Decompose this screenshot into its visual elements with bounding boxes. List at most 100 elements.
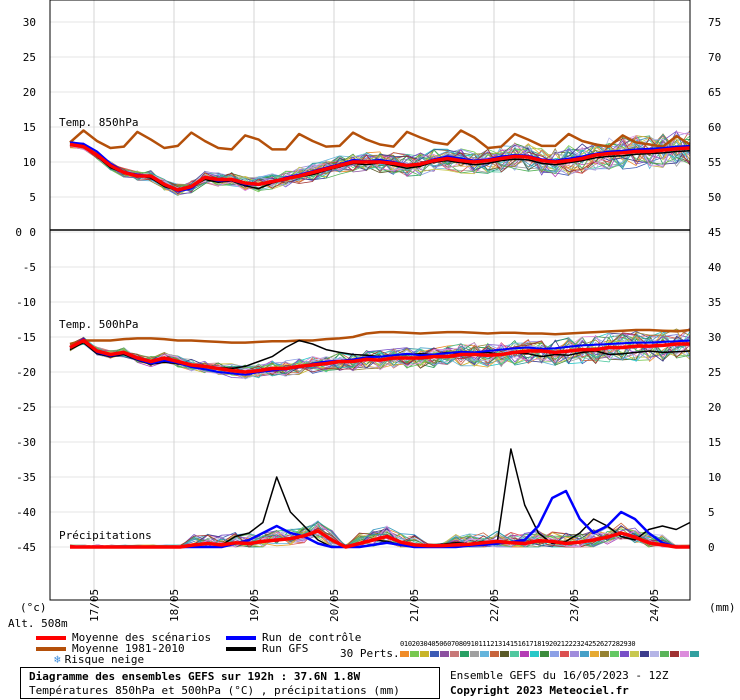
pert-t850-line	[69, 135, 691, 193]
y-right-tick-label: 60	[708, 121, 721, 134]
t500-panel-label: Temp. 500hPa	[59, 318, 139, 331]
pert-number-label: 09	[462, 640, 471, 648]
pert-color-swatch	[400, 651, 409, 657]
legend-gfs: Run GFS	[226, 642, 308, 655]
pert-number-label: 01	[400, 640, 408, 648]
t850-mean-line	[69, 142, 691, 192]
main-series	[69, 129, 691, 549]
t850-panel-label: Temp. 850hPa	[59, 116, 139, 129]
pert-number-label: 27	[603, 640, 612, 648]
y-right-tick-label: 10	[708, 471, 721, 484]
pert-color-swatch	[460, 651, 469, 657]
pert-number-label: 18	[533, 640, 542, 648]
legend-snow-label: Risque neige	[64, 653, 145, 666]
x-tick-label: 24/05	[648, 589, 661, 622]
pert-number-label: 10	[470, 640, 479, 648]
copyright: Copyright 2023 Meteociel.fr	[450, 684, 629, 697]
perturbation-number-list: 0102030405060708091011121314151617181920…	[400, 640, 636, 648]
pert-color-swatch	[520, 651, 529, 657]
y-right-tick-label: 20	[708, 401, 721, 414]
y-right-tick-label: 70	[708, 51, 721, 64]
y-right-tick-label: 0	[708, 541, 715, 554]
pert-number-label: 12	[486, 640, 495, 648]
grid	[50, 0, 690, 600]
pert-color-swatch	[640, 651, 649, 657]
legend-control-label: Run de contrôle	[262, 631, 362, 644]
t500-control-line	[69, 338, 691, 376]
pert-color-swatch	[530, 651, 539, 657]
pert-color-swatch	[410, 651, 419, 657]
pert-t500-line	[69, 332, 691, 379]
y-right-tick-label: 25	[708, 366, 721, 379]
y-left-tick-label: -40	[16, 506, 36, 519]
t500-climato-line	[69, 328, 691, 346]
control-swatch	[226, 636, 256, 640]
y-left-tick-label: -45	[16, 541, 36, 554]
x-tick-label: 21/05	[408, 589, 421, 622]
right-unit-label: (mm)	[709, 601, 736, 614]
pert-number-label: 08	[454, 640, 463, 648]
y-left-tick-label: -5	[23, 261, 36, 274]
x-tick-label: 22/05	[488, 589, 501, 622]
pert-number-label: 02	[407, 640, 416, 648]
chart-subtitle: Températures 850hPa et 500hPa (°C) , pré…	[29, 684, 400, 697]
y-left-tick-label: 0	[29, 226, 36, 239]
pert-color-swatch	[430, 651, 439, 657]
pert-color-swatch	[480, 651, 489, 657]
perturbation-swatch-list	[400, 651, 700, 657]
pert-number-label: 17	[525, 640, 534, 648]
y-left-tick-label: 20	[23, 86, 36, 99]
y-left-tick-label: 0	[15, 226, 22, 239]
pert-color-swatch	[630, 651, 639, 657]
pert-color-swatch	[540, 651, 549, 657]
y-left-tick-label: -20	[16, 366, 36, 379]
y-left-tick-label: 5	[29, 191, 36, 204]
y-left-tick-label: 15	[23, 121, 36, 134]
ensemble-info: Ensemble GEFS du 16/05/2023 - 12Z	[450, 669, 669, 682]
pert-color-swatch	[680, 651, 689, 657]
pert-number-label: 22	[564, 640, 573, 648]
snowflake-icon: ❄	[54, 653, 61, 666]
y-left-tick-label: -35	[16, 471, 36, 484]
pert-number-label: 16	[517, 640, 526, 648]
pert-number-label: 03	[415, 640, 424, 648]
pert-number-label: 15	[509, 640, 518, 648]
gfs-swatch	[226, 647, 256, 651]
legend-climato-label: Moyenne 1981-2010	[72, 642, 185, 655]
pert-color-swatch	[500, 651, 509, 657]
y-right-tick-label: 45	[708, 226, 721, 239]
legend-climato: Moyenne 1981-2010	[36, 642, 185, 655]
pert-number-label: 11	[478, 640, 487, 648]
pert-number-label: 29	[619, 640, 628, 648]
pert-color-swatch	[450, 651, 459, 657]
x-tick-label: 20/05	[328, 589, 341, 622]
y-right-tick-label: 50	[708, 191, 721, 204]
legend-mean-label: Moyenne des scénarios	[72, 631, 212, 644]
pert-number-label: 19	[541, 640, 550, 648]
pert-number-label: 05	[431, 640, 440, 648]
y-left-tick-label: -30	[16, 436, 36, 449]
pert-number-label: 25	[588, 640, 597, 648]
precip-mean-line	[70, 529, 690, 549]
pert-number-label: 04	[423, 640, 432, 648]
pert-color-swatch	[590, 651, 599, 657]
left-unit-label: (°c)	[20, 601, 47, 614]
precip-panel-label: Précipitations	[59, 529, 152, 542]
y-left-tick-label: 30	[23, 16, 36, 29]
pert-number-label: 20	[549, 640, 557, 648]
pert-number-label: 28	[611, 640, 620, 648]
pert-color-swatch	[560, 651, 569, 657]
t500-mean-line	[69, 338, 690, 374]
pert-color-swatch	[570, 651, 579, 657]
pert-number-label: 23	[572, 640, 581, 648]
pert-number-label: 24	[580, 640, 589, 648]
y-right-tick-label: 40	[708, 261, 721, 274]
chart-title: Diagramme des ensembles GEFS sur 192h : …	[29, 670, 361, 683]
x-tick-label: 18/05	[168, 589, 181, 622]
pert-color-swatch	[470, 651, 479, 657]
pert-color-swatch	[660, 651, 669, 657]
pert-color-swatch	[620, 651, 629, 657]
legend-control: Run de contrôle	[226, 631, 361, 644]
y-right-tick-label: 15	[708, 436, 721, 449]
